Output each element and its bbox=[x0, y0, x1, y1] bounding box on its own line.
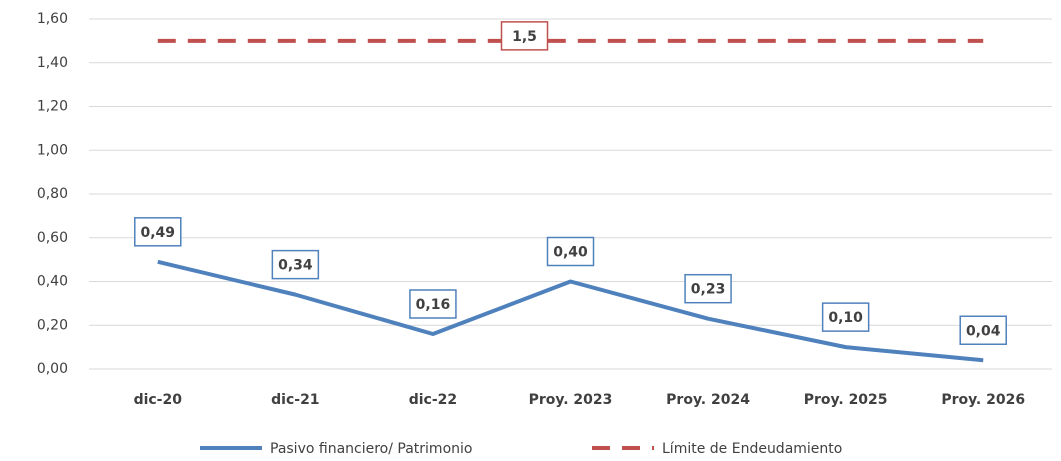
data-label-box bbox=[271, 249, 320, 280]
data-label: 0,40 bbox=[553, 245, 588, 261]
data-label: 0,10 bbox=[828, 310, 863, 326]
data-label-box bbox=[134, 217, 182, 247]
data-label: 0,23 bbox=[691, 282, 726, 298]
y-tick-label: 1,00 bbox=[37, 142, 68, 158]
x-tick-label: Proy. 2025 bbox=[804, 392, 888, 408]
data-label: 1,5 bbox=[512, 29, 537, 45]
data-label-box bbox=[684, 273, 732, 304]
data-label-box bbox=[409, 289, 457, 319]
x-tick-label: Proy. 2026 bbox=[941, 392, 1025, 408]
x-tick-label: dic-22 bbox=[409, 392, 457, 408]
y-tick-label: 1,20 bbox=[37, 99, 68, 115]
x-tick-label: dic-20 bbox=[134, 392, 183, 408]
data-label: 0,16 bbox=[416, 297, 451, 313]
series-line bbox=[157, 259, 984, 363]
x-tick-label: dic-21 bbox=[271, 392, 319, 408]
y-tick-label: 0,20 bbox=[37, 317, 68, 333]
legend-label: Límite de Endeudamiento bbox=[662, 441, 842, 457]
y-tick-label: 0,40 bbox=[37, 274, 68, 290]
data-label-box bbox=[500, 21, 549, 51]
y-tick-label: 0,00 bbox=[37, 361, 68, 377]
x-tick-label: Proy. 2023 bbox=[529, 392, 613, 408]
y-tick-label: 1,40 bbox=[37, 55, 68, 71]
y-tick-label: 1,60 bbox=[37, 11, 68, 27]
data-label-box bbox=[546, 236, 595, 267]
data-label-box bbox=[821, 302, 870, 332]
y-tick-label: 0,80 bbox=[37, 186, 68, 202]
data-label: 0,34 bbox=[278, 258, 313, 274]
x-tick-label: Proy. 2024 bbox=[666, 392, 750, 408]
legend-label: Pasivo financiero/ Patrimonio bbox=[270, 441, 472, 457]
data-label-box bbox=[959, 315, 1007, 345]
data-label: 0,49 bbox=[141, 225, 176, 241]
data-label: 0,04 bbox=[966, 323, 1001, 339]
y-tick-label: 0,60 bbox=[37, 230, 68, 246]
